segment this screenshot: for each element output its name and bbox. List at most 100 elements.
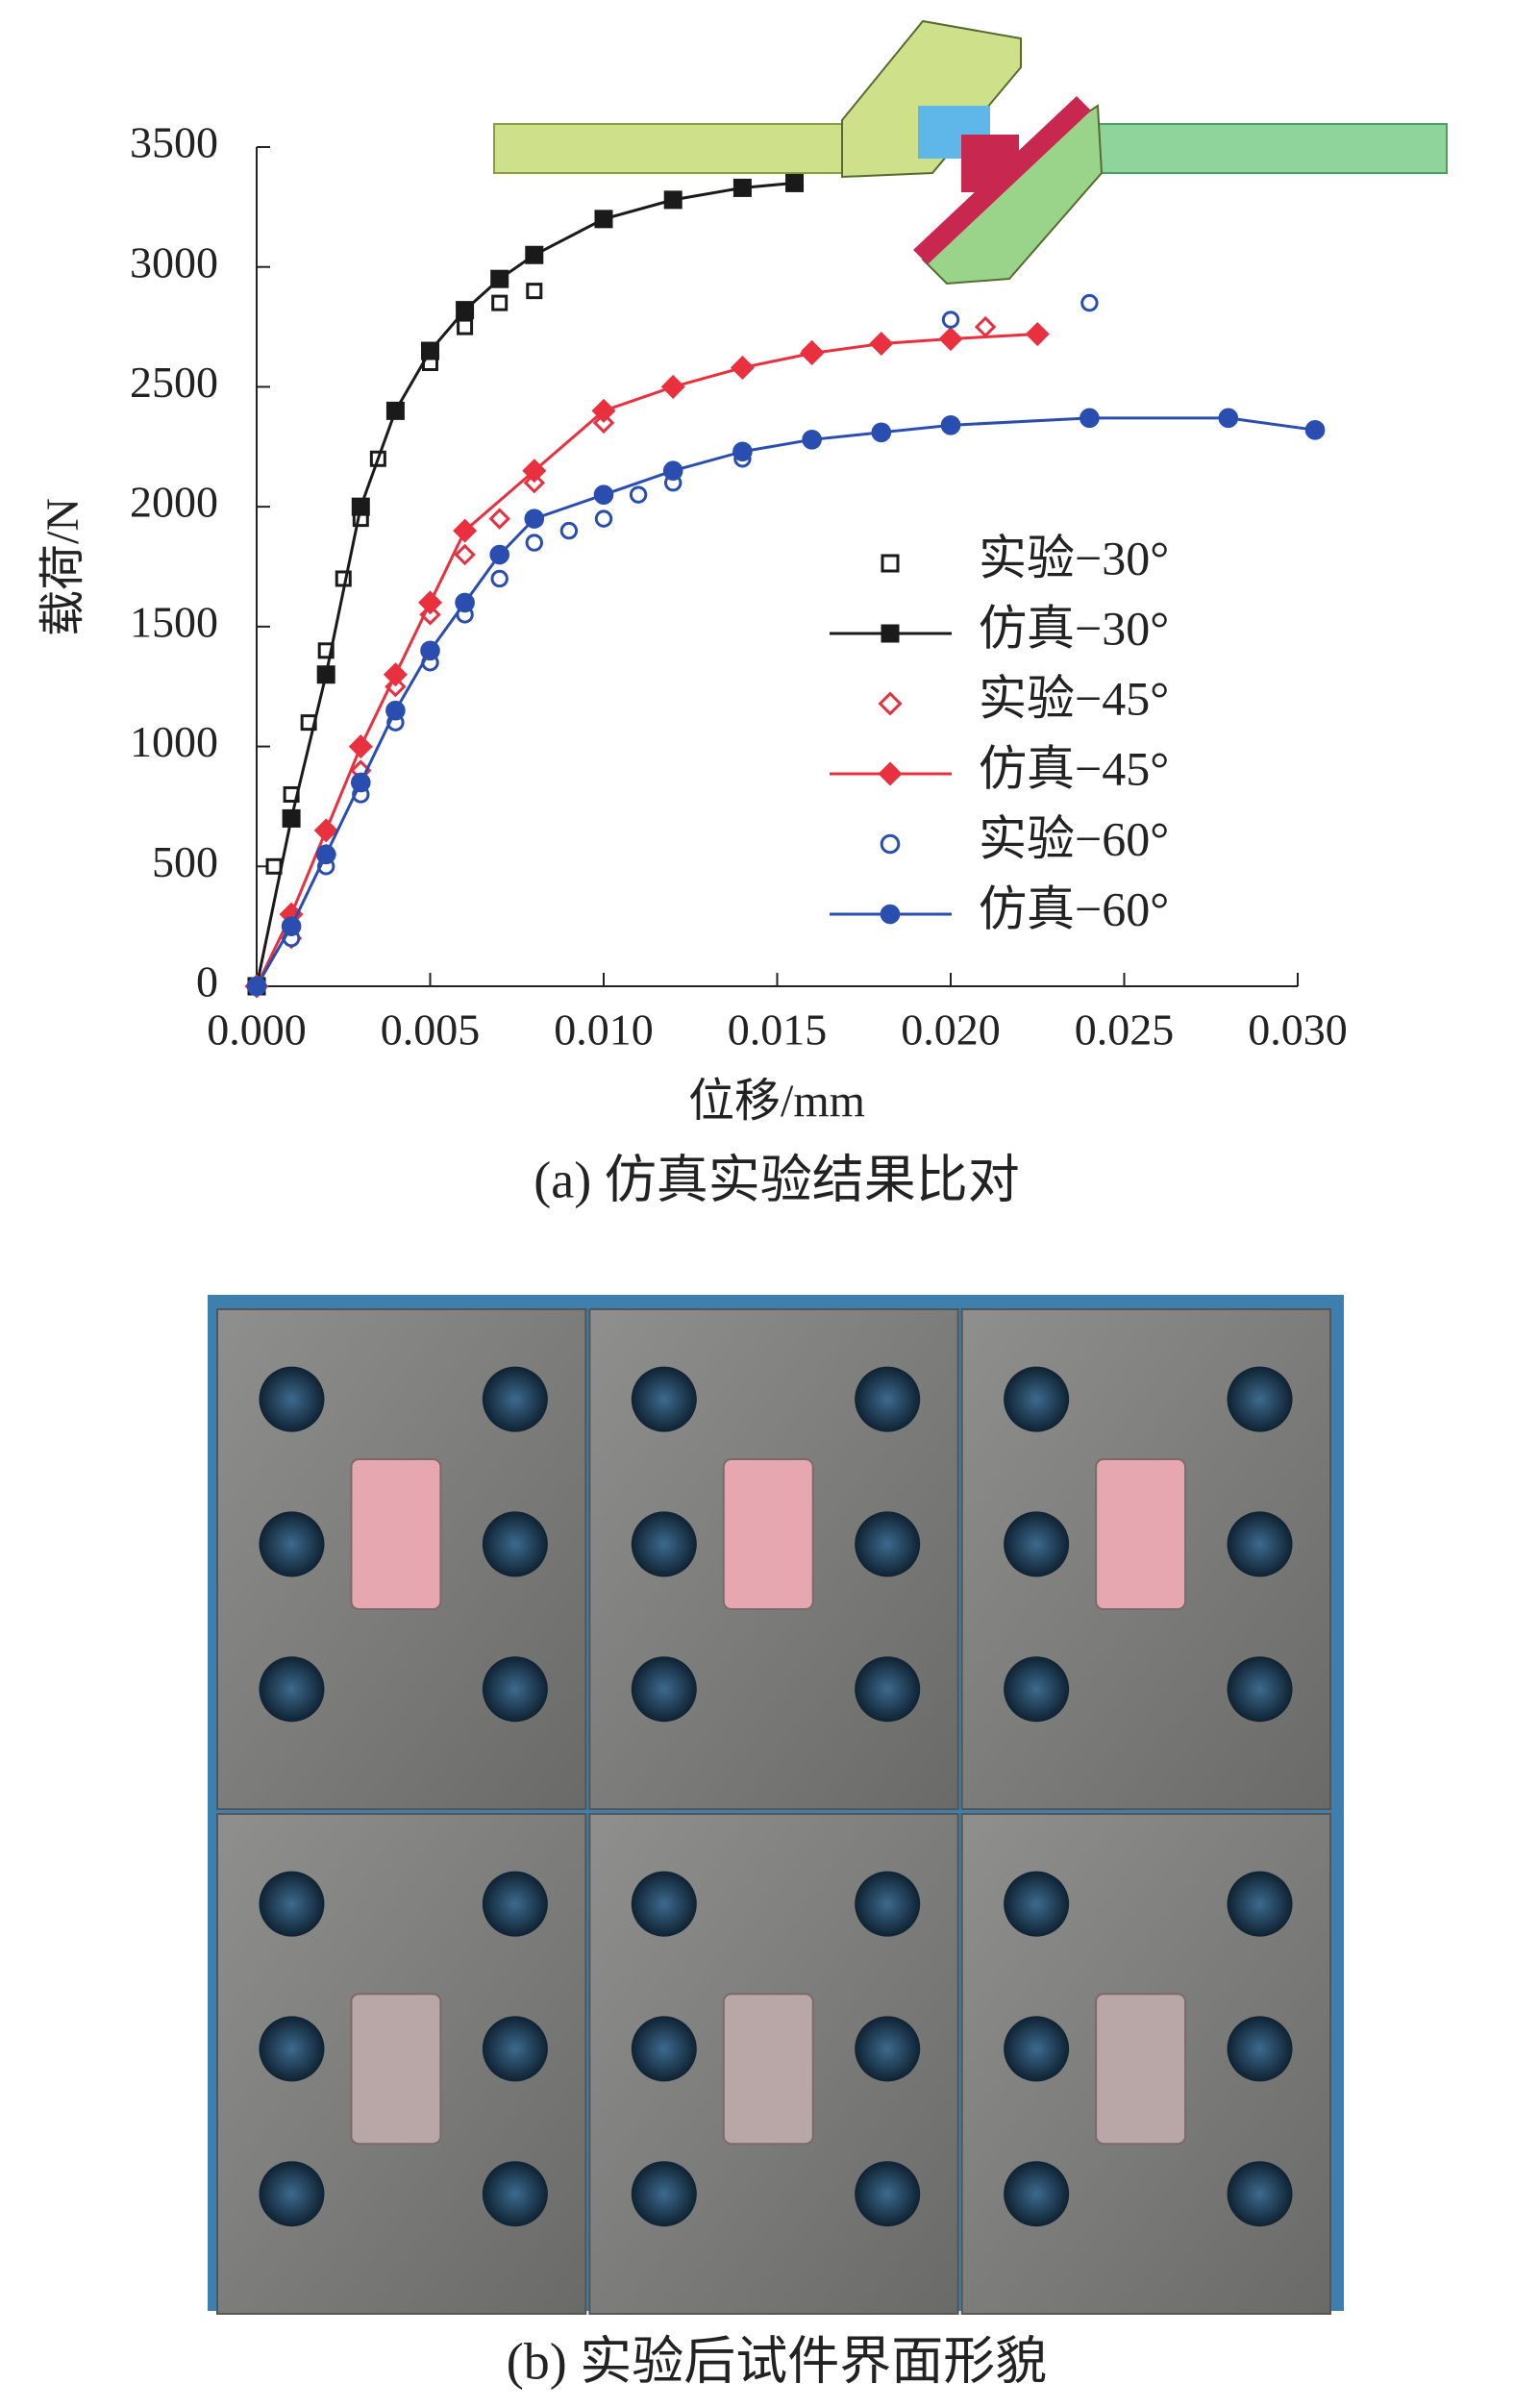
marker xyxy=(420,640,440,661)
hole xyxy=(855,1366,921,1432)
marker xyxy=(417,590,443,615)
marker xyxy=(663,190,683,210)
marker xyxy=(559,521,579,540)
marker xyxy=(315,844,336,865)
marker xyxy=(869,332,894,357)
y-axis-label: 载荷/N xyxy=(37,498,88,636)
hole xyxy=(1004,1656,1070,1723)
marker xyxy=(265,857,283,875)
hole xyxy=(259,1366,325,1432)
hole xyxy=(855,2016,921,2082)
hole xyxy=(1004,1511,1070,1577)
marker xyxy=(940,415,961,435)
marker xyxy=(881,624,900,643)
x-tick-label: 0.005 xyxy=(381,1005,481,1055)
bonded-block xyxy=(722,1993,814,2146)
hole xyxy=(482,2161,548,2227)
marker xyxy=(525,245,544,264)
hole xyxy=(855,1871,921,1937)
marker xyxy=(802,430,822,450)
hole xyxy=(855,1656,921,1723)
marker xyxy=(453,518,478,543)
marker xyxy=(456,301,475,320)
x-tick-label: 0.020 xyxy=(901,1005,1001,1055)
hole xyxy=(259,1511,325,1577)
marker xyxy=(246,976,267,997)
marker xyxy=(1080,408,1100,429)
series-line xyxy=(255,416,1316,987)
hole xyxy=(855,1511,921,1577)
x-tick-label: 0.010 xyxy=(554,1005,654,1055)
marker xyxy=(591,398,616,423)
hole xyxy=(1227,2161,1293,2227)
marker xyxy=(351,772,371,793)
hole xyxy=(1227,1871,1293,1937)
y-tick-label: 3500 xyxy=(130,118,218,167)
marker xyxy=(454,543,476,566)
x-tick-label: 0.000 xyxy=(207,1005,307,1055)
marker xyxy=(730,355,755,380)
y-tick-label: 2500 xyxy=(130,358,218,407)
hole xyxy=(1004,2161,1070,2227)
hole xyxy=(631,2016,697,2082)
legend-label: 实验−60° xyxy=(979,811,1169,865)
marker xyxy=(974,315,997,338)
y-tick-label: 0 xyxy=(196,957,218,1006)
caption: (b) 实验后试件界面形貌 xyxy=(507,2332,1047,2390)
marker xyxy=(281,916,302,936)
series-line xyxy=(255,333,1038,987)
hole xyxy=(1227,1511,1293,1577)
x-tick-label: 0.015 xyxy=(728,1005,828,1055)
y-tick-label: 1500 xyxy=(130,597,218,646)
bonded-block xyxy=(722,1458,814,1610)
marker xyxy=(421,341,439,360)
marker xyxy=(881,554,900,573)
x-tick-label: 0.030 xyxy=(1248,1005,1348,1055)
y-tick-label: 500 xyxy=(152,837,218,886)
marker xyxy=(878,761,903,786)
marker xyxy=(524,509,545,529)
marker xyxy=(457,318,474,335)
marker xyxy=(351,497,370,516)
marker xyxy=(383,662,408,687)
marker xyxy=(732,178,752,197)
marker xyxy=(488,508,510,530)
hole xyxy=(482,1871,548,1937)
x-axis-label: 位移/mm xyxy=(688,1076,865,1127)
marker xyxy=(938,327,963,352)
hole xyxy=(482,1656,548,1723)
hole xyxy=(482,1366,548,1432)
marker xyxy=(316,665,335,684)
hole xyxy=(1004,2016,1070,2082)
marker xyxy=(526,283,543,300)
marker xyxy=(313,818,338,843)
marker xyxy=(871,422,892,443)
marker xyxy=(594,509,613,528)
hole xyxy=(855,2161,921,2227)
marker xyxy=(1304,420,1326,440)
marker xyxy=(880,904,901,925)
x-tick-label: 0.025 xyxy=(1075,1005,1175,1055)
hole xyxy=(1227,2016,1293,2082)
hole xyxy=(259,2161,325,2227)
marker xyxy=(941,310,960,329)
chart: 载荷/N 位移/mm (a) 仿真实验结果比对 0 500 1000 1500 2000… xyxy=(37,118,1348,1209)
hole xyxy=(1004,1871,1070,1937)
marker xyxy=(629,485,648,504)
hole xyxy=(1227,1656,1293,1723)
hole xyxy=(631,2161,697,2227)
marker xyxy=(385,700,406,721)
hole xyxy=(259,2016,325,2082)
hole xyxy=(631,1656,697,1723)
y-tick-label: 1000 xyxy=(130,717,218,766)
y-tick-label: 2000 xyxy=(130,478,218,527)
marker xyxy=(878,691,903,716)
legend-label: 仿真−45° xyxy=(979,741,1169,795)
legend-label: 实验−45° xyxy=(979,671,1169,725)
marker xyxy=(490,269,509,288)
hole xyxy=(259,1656,325,1723)
bonded-block xyxy=(1095,1993,1187,2146)
marker xyxy=(491,294,509,311)
marker xyxy=(1080,293,1099,312)
